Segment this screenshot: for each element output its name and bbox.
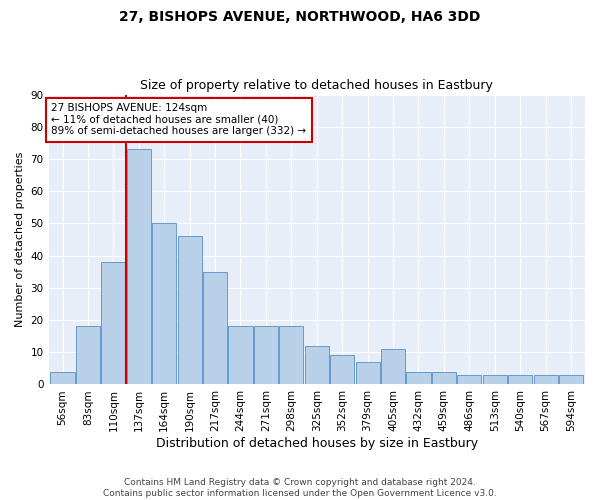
Y-axis label: Number of detached properties: Number of detached properties [15,152,25,327]
Text: Contains HM Land Registry data © Crown copyright and database right 2024.
Contai: Contains HM Land Registry data © Crown c… [103,478,497,498]
Bar [203,272,227,384]
Bar [76,326,100,384]
Bar [457,375,481,384]
Text: 27 BISHOPS AVENUE: 124sqm
← 11% of detached houses are smaller (40)
89% of semi-: 27 BISHOPS AVENUE: 124sqm ← 11% of detac… [51,104,307,136]
Bar [50,372,74,384]
Bar [305,346,329,385]
Bar [432,372,456,384]
Text: 27, BISHOPS AVENUE, NORTHWOOD, HA6 3DD: 27, BISHOPS AVENUE, NORTHWOOD, HA6 3DD [119,10,481,24]
Bar [330,356,354,384]
Bar [254,326,278,384]
X-axis label: Distribution of detached houses by size in Eastbury: Distribution of detached houses by size … [156,437,478,450]
Bar [559,375,583,384]
Bar [381,349,405,384]
Bar [127,150,151,384]
Bar [356,362,380,384]
Bar [229,326,253,384]
Bar [508,375,532,384]
Bar [279,326,304,384]
Title: Size of property relative to detached houses in Eastbury: Size of property relative to detached ho… [140,79,493,92]
Bar [533,375,557,384]
Bar [152,224,176,384]
Bar [406,372,431,384]
Bar [101,262,125,384]
Bar [178,236,202,384]
Bar [482,375,507,384]
